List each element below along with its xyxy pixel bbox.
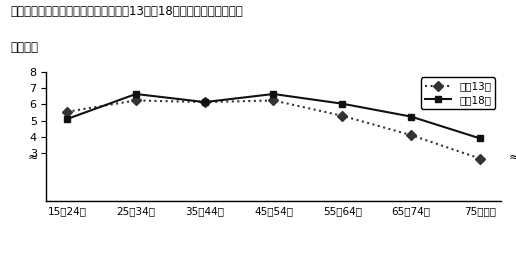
Line: 平成13年: 平成13年 xyxy=(63,97,483,162)
平成13年 xyxy=(133,99,139,102)
平成18年 xyxy=(270,92,277,95)
平成13年 xyxy=(64,110,70,113)
平成13年 xyxy=(202,101,208,104)
Legend: 平成13年, 平成18年: 平成13年, 平成18年 xyxy=(421,77,495,109)
Text: ≈: ≈ xyxy=(509,150,516,163)
平成18年 xyxy=(477,137,483,140)
平成18年 xyxy=(202,101,208,104)
Line: 平成18年: 平成18年 xyxy=(63,91,483,142)
Text: 図３－２　年齢階級別仕事時間（平成13年，18年）一週全体，有業者: 図３－２ 年齢階級別仕事時間（平成13年，18年）一週全体，有業者 xyxy=(10,5,243,18)
平成18年 xyxy=(408,115,414,118)
Text: （時間）: （時間） xyxy=(10,41,38,54)
平成18年 xyxy=(339,102,345,105)
平成13年 xyxy=(339,114,345,117)
平成18年 xyxy=(64,117,70,120)
平成13年 xyxy=(270,99,277,102)
平成18年 xyxy=(133,92,139,95)
Text: ≈: ≈ xyxy=(27,150,38,163)
平成13年 xyxy=(477,157,483,160)
平成13年 xyxy=(408,134,414,137)
